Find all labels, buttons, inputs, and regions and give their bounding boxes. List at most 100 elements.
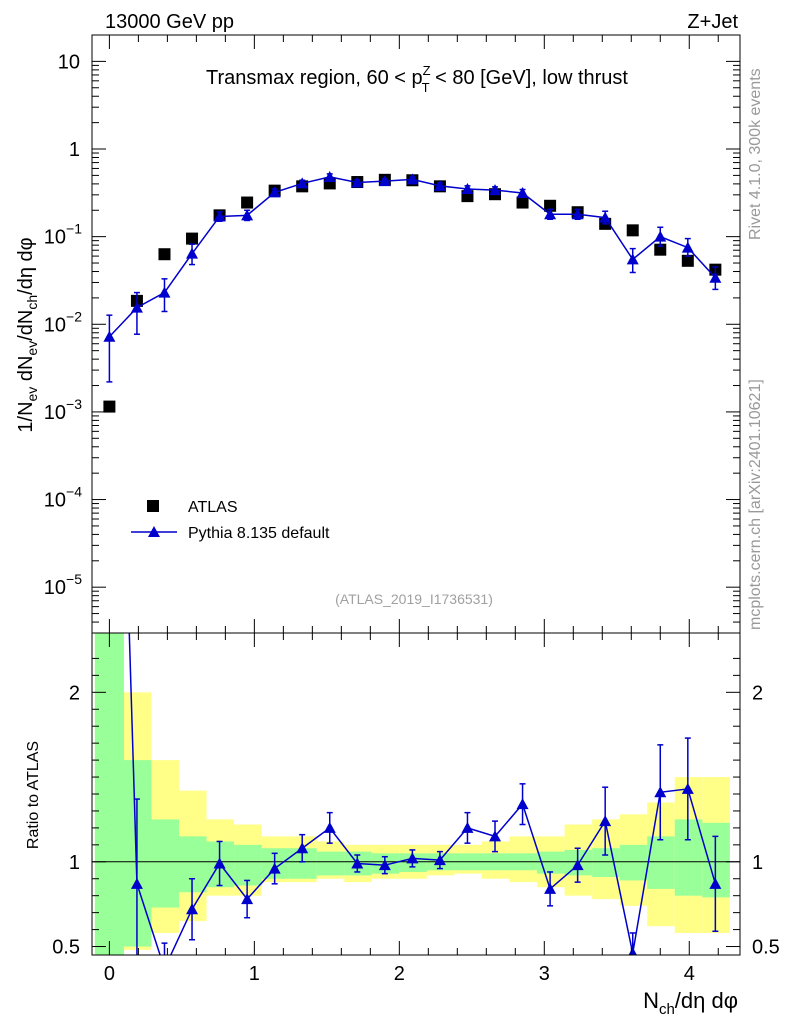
pythia-point — [158, 286, 171, 298]
pythia-point — [599, 211, 612, 223]
pythia-point — [461, 182, 474, 194]
ratio-pythia-point — [241, 893, 254, 905]
x-tick-label: 1 — [249, 963, 260, 985]
ratio-y-tick-label-right: 2 — [752, 682, 763, 704]
x-tick-label: 3 — [539, 963, 550, 985]
ratio-y-tick-label-right: 0.5 — [752, 937, 780, 959]
main-y-axis-label-text: 1/Nev dNev/dNch/dη dφ — [15, 237, 40, 432]
pythia-point — [351, 176, 364, 188]
ratio-pythia-point — [158, 963, 170, 974]
ratio-pythia-series — [128, 633, 722, 974]
atlas-point — [103, 400, 116, 413]
pythia-point — [681, 241, 694, 253]
ratio-pythia-point — [516, 798, 529, 810]
main-y-tick-label: 10 — [58, 51, 80, 73]
pythia-point — [654, 230, 667, 242]
ratio-pythia-point — [489, 830, 502, 842]
ratio-pythia-point — [130, 877, 143, 889]
ratio-pythia-point — [268, 862, 281, 874]
ratio-y-tick-label-left: 0.5 — [52, 937, 80, 959]
ratio-y-tick-label-left: 2 — [69, 682, 80, 704]
atlas-point — [516, 196, 529, 209]
atlas-point — [241, 196, 254, 209]
pythia-point — [378, 175, 391, 187]
main-y-tick-label: 10−4 — [44, 484, 82, 512]
ratio-band-green — [94, 633, 124, 955]
ratio-y-axis-label: Ratio to ATLAS — [25, 741, 42, 849]
main-y-tick-label: 10−3 — [44, 396, 82, 424]
legend: ATLAS Pythia 8.135 default — [131, 499, 330, 542]
ratio-pythia-point — [213, 857, 226, 869]
pythia-point — [213, 210, 226, 222]
ratio-pythia-point — [296, 842, 309, 854]
ratio-pythia-point — [628, 947, 637, 955]
ratio-band-green — [619, 844, 648, 881]
atlas-point — [158, 248, 171, 261]
ratio-pythia-point — [351, 857, 364, 869]
ratio-pythia-point — [378, 859, 391, 871]
legend-atlas-marker — [147, 500, 159, 512]
ratio-pythia-point — [323, 821, 336, 833]
ratio-band-green — [151, 819, 179, 908]
atlas-series — [103, 173, 722, 413]
analysis-watermark: (ATLAS_2019_I1736531) — [335, 591, 493, 607]
x-tick-label: 4 — [684, 963, 695, 985]
ratio-band-green — [316, 851, 345, 876]
pythia-line — [108, 176, 716, 338]
main-y-ticks: 10−5 10−4 10−3 10−2 10−1 1 10 — [44, 34, 740, 634]
ratio-pythia-point — [461, 821, 474, 833]
main-panel: 1/Nev dNev/dNch/dη dφ 10−510−410−310−210… — [15, 34, 741, 634]
pythia-point — [241, 209, 254, 221]
mcplots-label: mcplots.cern.ch [arXiv:2401.10621] — [747, 379, 764, 630]
rivet-label: Rivet 4.1.0, 300k events — [747, 68, 764, 240]
x-tick-label: 2 — [394, 963, 405, 985]
ratio-pythia-point — [406, 852, 419, 864]
x-tick-label: 0 — [104, 963, 115, 985]
ratio-ticks: 0.5 0.5 1 1 2 2 0 1 2 3 4 — [52, 633, 780, 985]
ratio-uncertainty-bands — [94, 633, 730, 955]
x-axis-label: Nch/dη dφ — [643, 988, 738, 1018]
legend-pythia-label: Pythia 8.135 default — [188, 525, 330, 542]
ratio-pythia-point — [571, 859, 584, 871]
main-y-tick-label: 10−2 — [44, 308, 82, 336]
atlas-point — [681, 254, 694, 267]
ratio-band-green — [234, 844, 262, 886]
pythia-point — [626, 253, 639, 265]
main-y-tick-label: 1 — [69, 139, 80, 161]
legend-atlas-label: ATLAS — [188, 499, 238, 516]
legend-pythia-marker — [148, 526, 160, 537]
pythia-point — [296, 177, 309, 189]
pythia-point — [268, 186, 281, 198]
ratio-pythia-point — [599, 815, 612, 827]
ratio-y-tick-label-right: 1 — [752, 852, 763, 874]
ratio-pythia-point — [544, 882, 557, 894]
pythia-point — [433, 179, 446, 191]
pythia-point — [489, 184, 502, 196]
pythia-point — [709, 271, 722, 283]
pythia-series — [103, 170, 722, 383]
pythia-point — [103, 330, 116, 342]
main-y-axis-label: 1/Nev dNev/dNch/dη dφ — [15, 237, 40, 432]
plot-title: Transmax region, 60 < pZ T < 80 [GeV], lo… — [206, 63, 628, 95]
ratio-pythia-point — [681, 782, 694, 794]
main-y-tick-label: 10−5 — [44, 571, 82, 599]
pythia-point — [186, 247, 199, 259]
main-y-tick-label: 10−1 — [44, 221, 82, 249]
atlas-point — [186, 232, 199, 245]
x-axis-label-text: Nch/dη dφ — [643, 988, 738, 1018]
ratio-pythia-point — [433, 854, 446, 866]
ratio-y-tick-label-left: 1 — [69, 852, 80, 874]
header-left: 13000 GeV pp — [105, 11, 234, 33]
pythia-point — [516, 186, 529, 198]
pythia-point — [544, 208, 557, 220]
atlas-point — [626, 224, 639, 237]
pythia-point — [130, 301, 143, 313]
ratio-panel: 0.5 0.5 1 1 2 2 0 1 2 3 4 Ratio to ATLAS Nch/dη dφ — [25, 632, 780, 1018]
header-right: Z+Jet — [687, 11, 738, 33]
ratio-frame — [91, 632, 741, 956]
ratio-pythia-point — [654, 786, 667, 798]
ratio-pythia-point — [709, 877, 722, 889]
main-frame — [91, 34, 741, 634]
pythia-point — [571, 208, 584, 220]
